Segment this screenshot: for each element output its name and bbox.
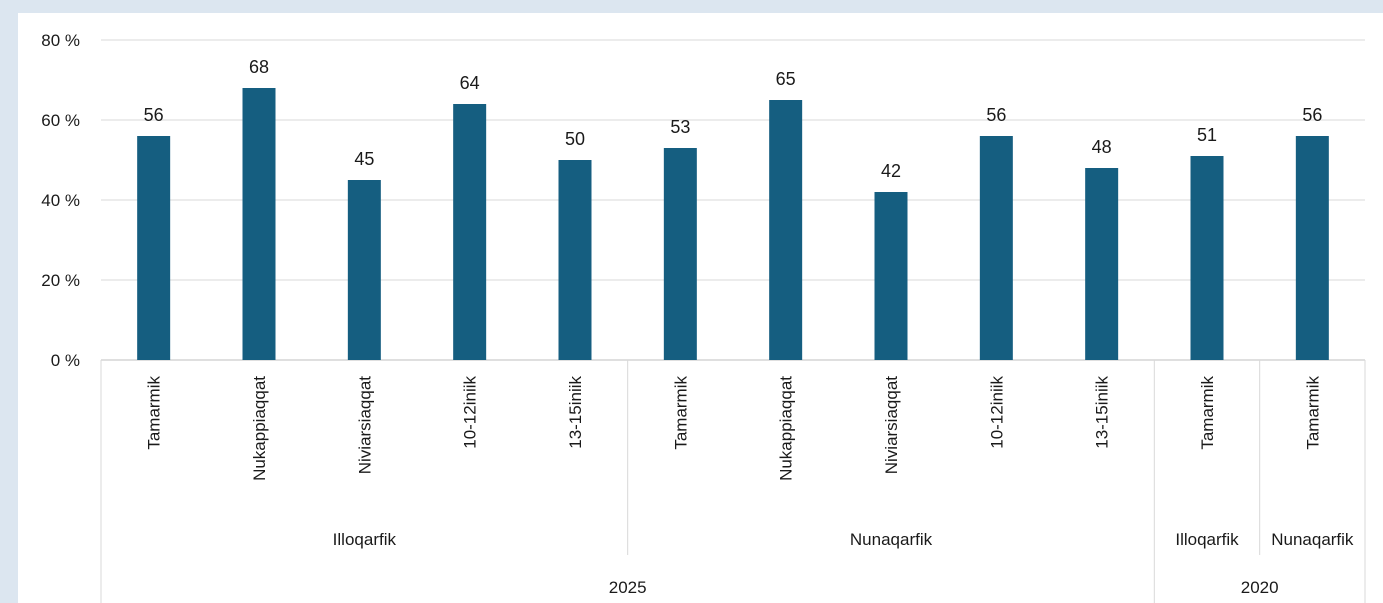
category-label: 10-12iniik — [987, 376, 1006, 449]
gridlines — [101, 39, 1365, 361]
group-label: Illoqarfik — [1175, 530, 1239, 549]
y-tick-label: 20 % — [41, 271, 80, 290]
bar — [874, 192, 908, 360]
chart-panel: 0 % 20 % 40 % 60 % 80 % 56 68 45 64 50 53 65 42 56 48… — [18, 13, 1383, 603]
bar — [137, 136, 171, 360]
group-label: Illoqarfik — [333, 530, 397, 549]
category-label: Tamarmik — [145, 376, 164, 450]
bar — [1295, 136, 1329, 360]
data-label: 53 — [670, 117, 690, 137]
bar — [979, 136, 1013, 360]
y-tick-label: 40 % — [41, 191, 80, 210]
bar — [347, 180, 381, 360]
data-label: 50 — [565, 129, 585, 149]
y-tick-label: 0 % — [51, 351, 80, 370]
data-label: 51 — [1197, 125, 1217, 145]
category-label: Niviarsiaqqat — [882, 376, 901, 475]
y-tick-label: 80 % — [41, 31, 80, 50]
group-label: Nunaqarfik — [850, 530, 933, 549]
category-label: Nukappiaqqat — [250, 376, 269, 481]
category-label: 10-12iniik — [461, 376, 480, 449]
y-tick-label: 60 % — [41, 111, 80, 130]
y-axis-ticks: 0 % 20 % 40 % 60 % 80 % — [41, 31, 80, 370]
bar — [769, 100, 803, 360]
category-label: 13-15iniik — [566, 376, 585, 449]
data-label: 56 — [1302, 105, 1322, 125]
data-label: 42 — [881, 161, 901, 181]
data-label: 56 — [986, 105, 1006, 125]
category-label: Tamarmik — [671, 376, 690, 450]
data-label: 45 — [354, 149, 374, 169]
group-label: 2020 — [1241, 578, 1279, 597]
category-label: Niviarsiaqqat — [355, 376, 374, 475]
data-labels: 56 68 45 64 50 53 65 42 56 48 51 56 — [144, 57, 1323, 181]
bar — [453, 104, 487, 360]
bar — [663, 148, 697, 360]
bar — [1190, 156, 1224, 360]
data-label: 64 — [460, 73, 480, 93]
x-axis-categories: Tamarmik Nukappiaqqat Niviarsiaqqat 10-12in… — [100, 360, 1366, 603]
bar — [242, 88, 276, 360]
category-label: Tamarmik — [1303, 376, 1322, 450]
category-label: Nukappiaqqat — [777, 376, 796, 481]
group-label: Nunaqarfik — [1271, 530, 1354, 549]
data-label: 56 — [144, 105, 164, 125]
category-label: 13-15iniik — [1093, 376, 1112, 449]
data-label: 68 — [249, 57, 269, 77]
category-label: Tamarmik — [1198, 376, 1217, 450]
data-label: 65 — [776, 69, 796, 89]
bars — [137, 88, 1329, 360]
data-label: 48 — [1092, 137, 1112, 157]
bar-chart: 0 % 20 % 40 % 60 % 80 % 56 68 45 64 50 53 65 42 56 48… — [41, 31, 1366, 603]
group-label: 2025 — [609, 578, 647, 597]
bar — [1085, 168, 1119, 360]
bar — [558, 160, 592, 360]
